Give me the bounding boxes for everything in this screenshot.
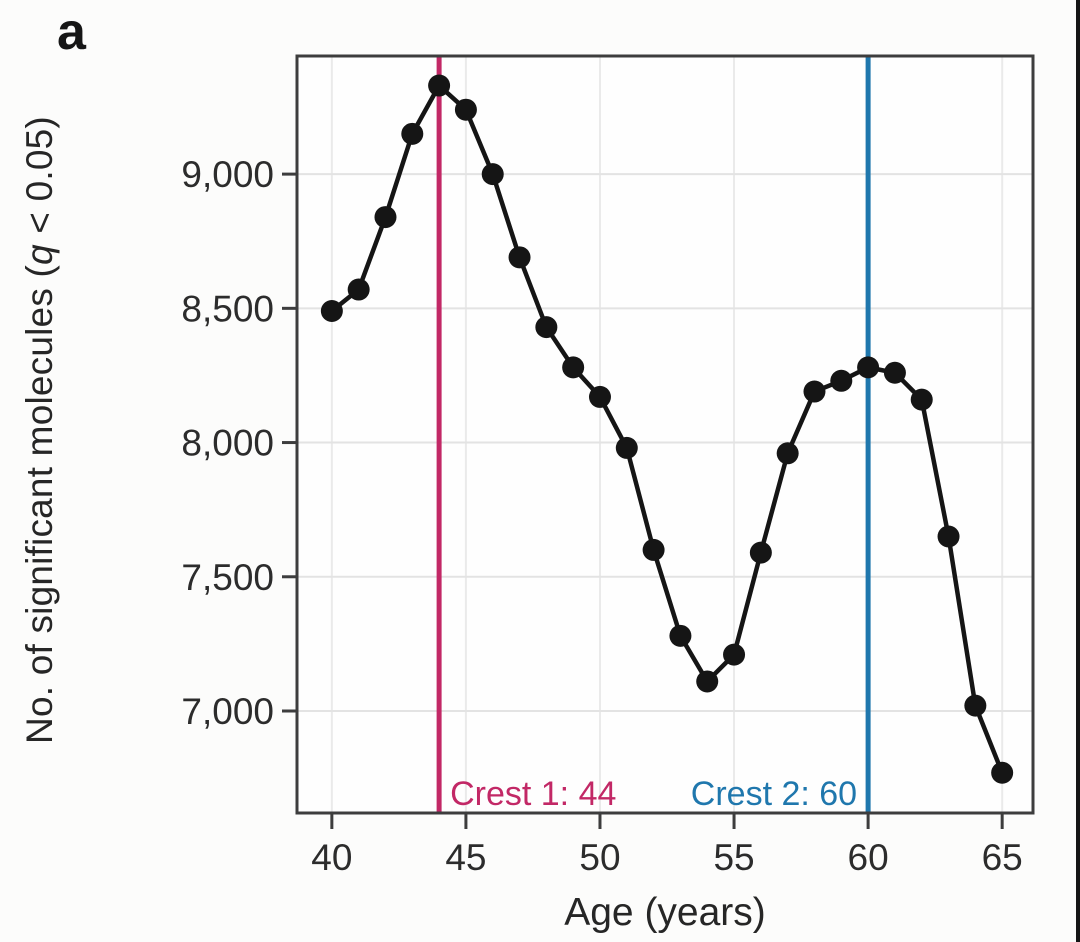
x-tick-label: 50 (579, 837, 620, 878)
data-point (615, 436, 638, 459)
y-axis-label-prefix: No. of significant molecules ( (19, 264, 60, 744)
y-tick-label: 8,500 (181, 288, 274, 329)
data-point (803, 380, 826, 403)
data-point (562, 356, 585, 379)
y-axis-label-suffix: < 0.05) (19, 116, 60, 245)
x-axis-title: Age (years) (564, 891, 766, 934)
y-tick-label: 7,500 (181, 557, 274, 598)
data-point (883, 361, 906, 384)
data-point (454, 98, 477, 121)
x-tick-label: 55 (713, 837, 754, 878)
data-point (776, 442, 799, 465)
data-point (937, 525, 960, 548)
data-point (642, 538, 665, 561)
data-point (401, 122, 424, 145)
data-point (830, 369, 853, 392)
y-axis-label-q: q (19, 244, 60, 265)
data-point (910, 388, 933, 411)
data-point (588, 385, 611, 408)
y-tick-label: 7,000 (181, 691, 274, 732)
x-tick-label: 45 (445, 837, 486, 878)
data-point (857, 356, 880, 379)
screenshot-right-edge (1076, 0, 1080, 942)
crest2-label: Crest 2: 60 (691, 775, 857, 813)
data-point (964, 694, 987, 717)
data-point (374, 206, 397, 229)
data-point (669, 624, 692, 647)
data-point (535, 316, 558, 339)
y-axis-label: No. of significant molecules (q < 0.05) (19, 116, 61, 744)
x-tick-label: 65 (982, 837, 1023, 878)
crest1-label: Crest 1: 44 (450, 775, 616, 813)
plot-background (297, 56, 1033, 813)
data-point (723, 643, 746, 666)
data-point (347, 278, 370, 301)
data-point (749, 541, 772, 564)
x-tick-label: 60 (848, 837, 889, 878)
plot-border (295, 54, 1035, 815)
x-tick-label: 40 (311, 837, 352, 878)
data-point (481, 163, 504, 186)
y-tick-label: 8,000 (181, 423, 274, 464)
y-tick-label: 9,000 (181, 154, 274, 195)
data-point (696, 670, 719, 693)
data-point (991, 761, 1014, 784)
data-point (320, 300, 343, 323)
data-point (428, 74, 451, 97)
data-point (508, 246, 531, 269)
panel-label: a (57, 3, 86, 61)
